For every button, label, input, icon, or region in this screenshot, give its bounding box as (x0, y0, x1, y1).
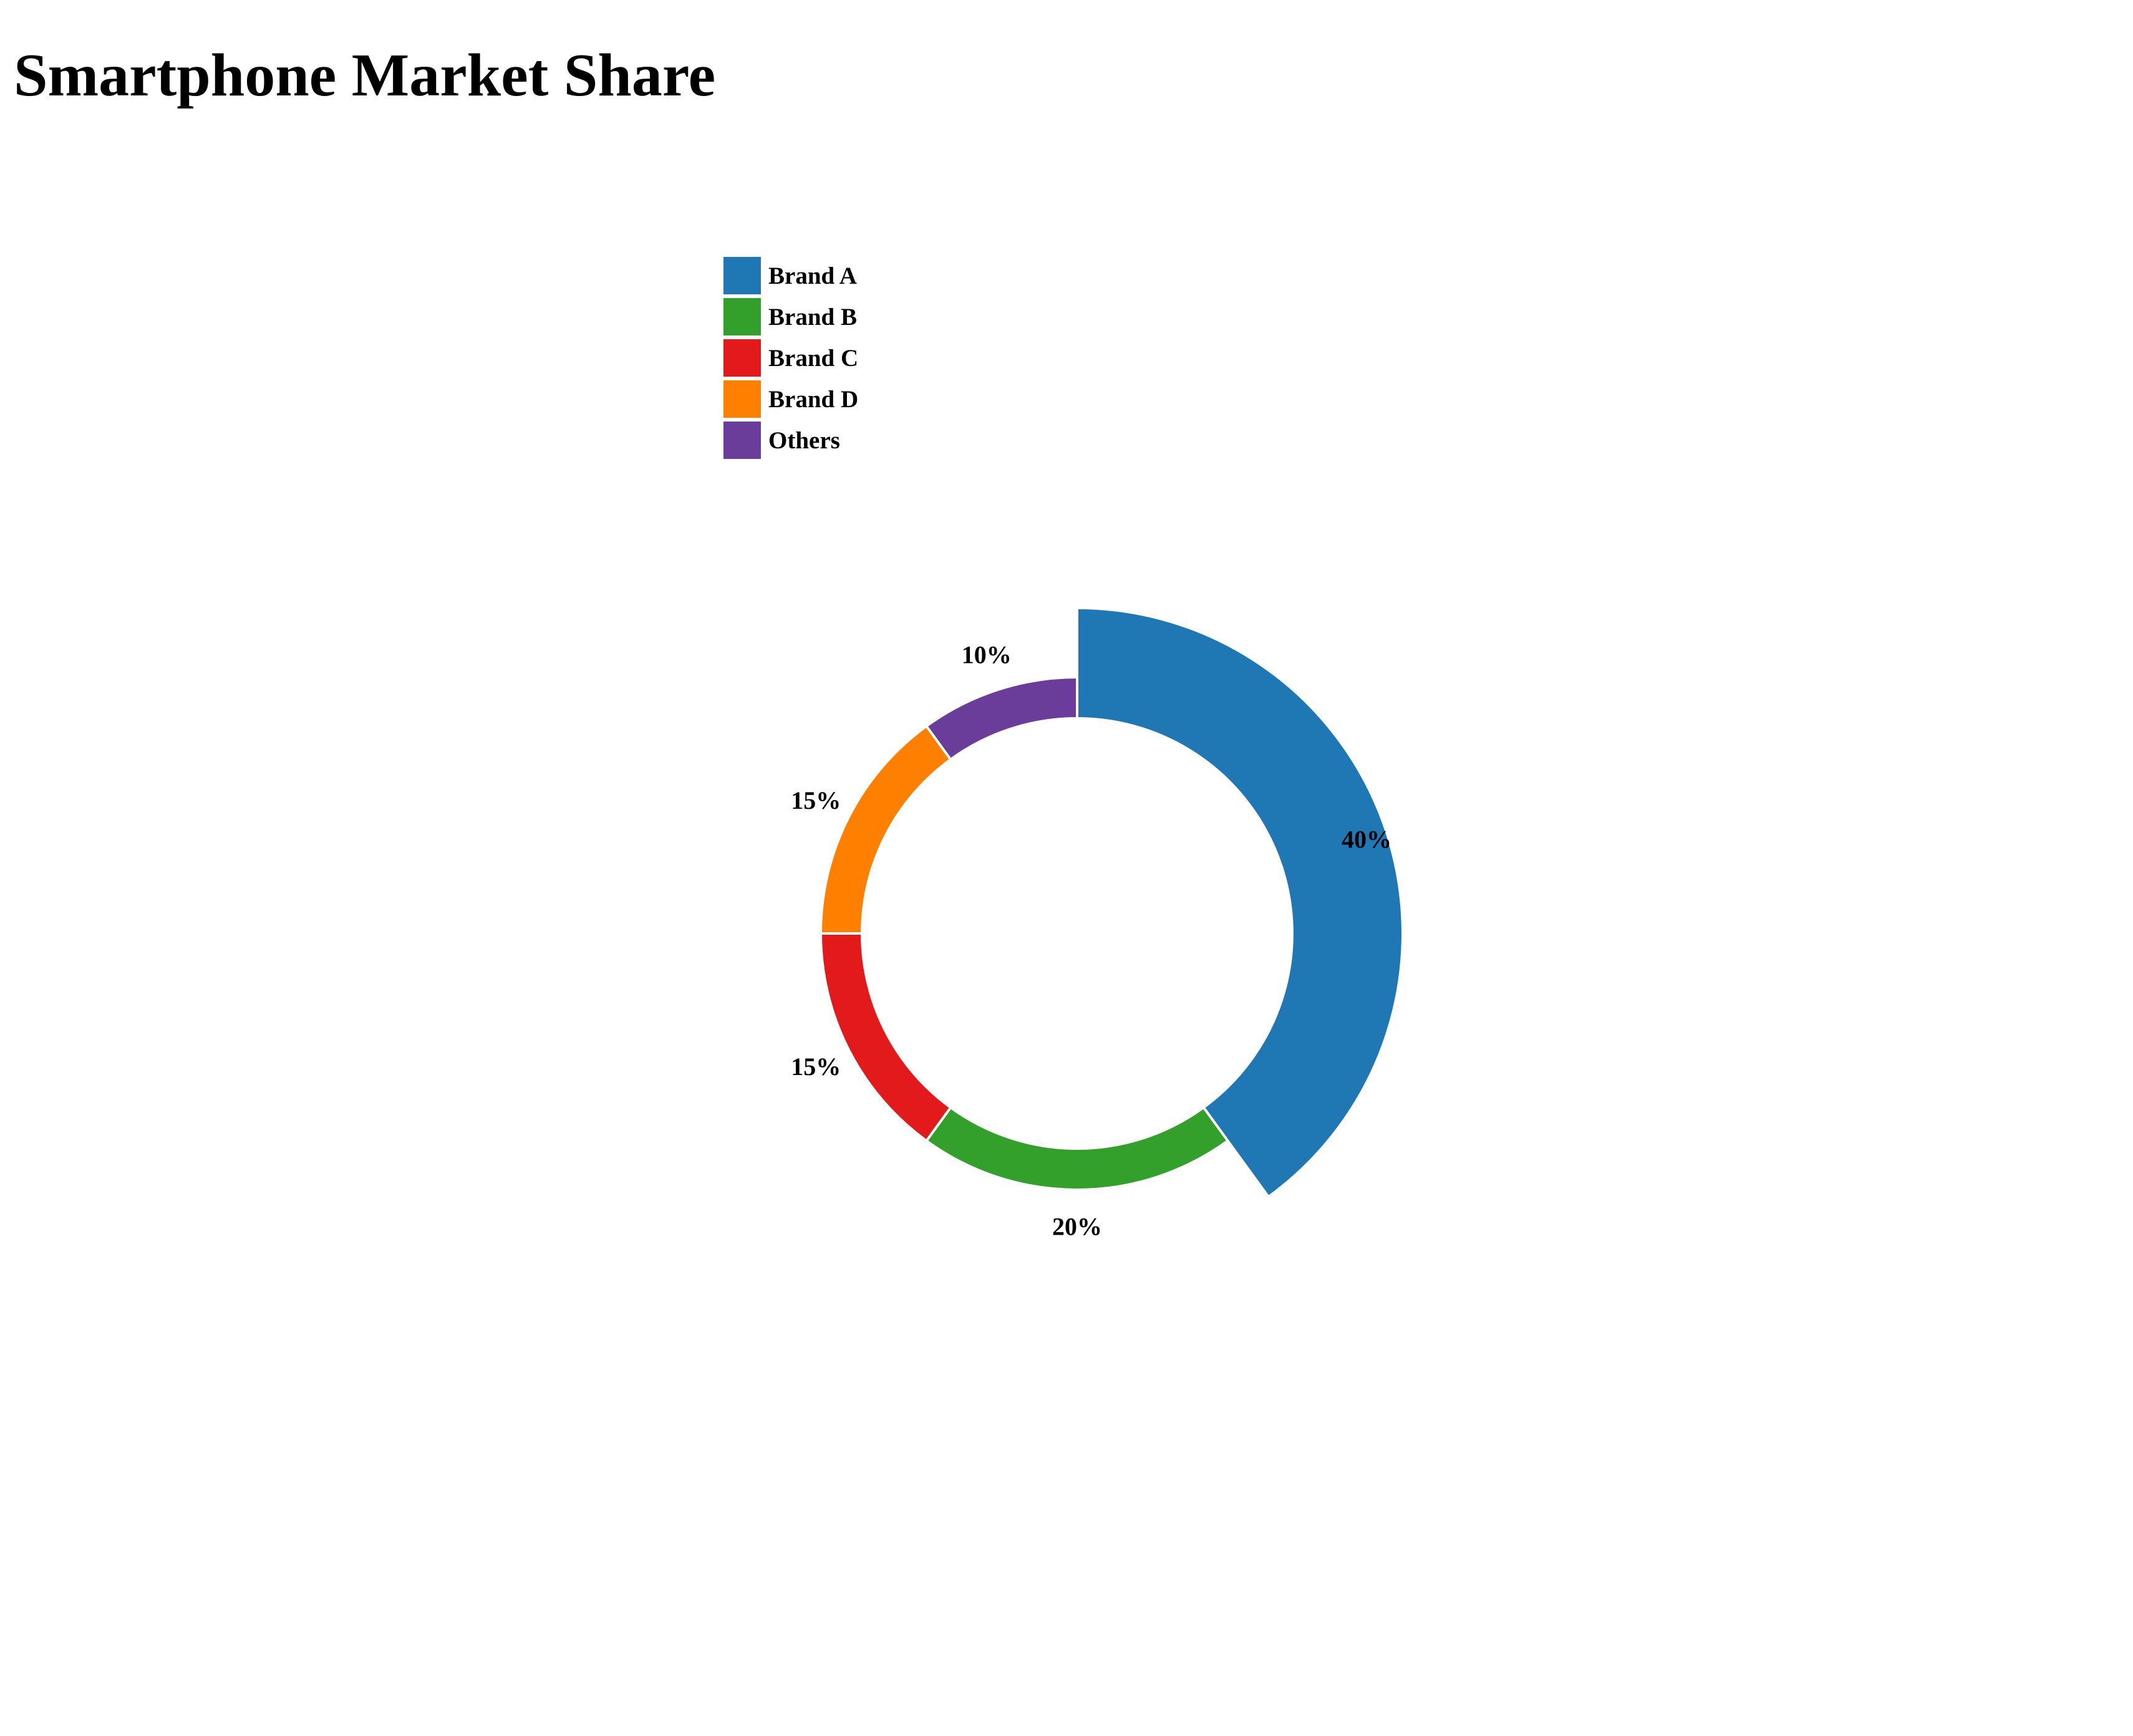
legend-label-brand-b: Brand B (768, 304, 857, 330)
slice-label-brand-c: 15% (791, 1053, 841, 1081)
slice-label-others: 10% (962, 641, 1012, 669)
slice-brand-a (1076, 606, 1404, 1199)
slice-label-brand-a: 40% (1342, 826, 1391, 854)
slice-labels-group: 40% 20% 15% 15% 10% (791, 641, 1391, 1241)
legend-item-brand-c: Brand C (723, 338, 911, 379)
slices-group (819, 606, 1404, 1199)
legend: Brand A Brand B Brand C Brand D Others (723, 256, 911, 461)
legend-swatch-brand-b (723, 298, 761, 335)
slice-others (924, 675, 1078, 761)
legend-item-brand-b: Brand B (723, 297, 911, 338)
legend-label-brand-d: Brand D (768, 386, 859, 413)
legend-item-others: Others (723, 420, 911, 461)
legend-label-brand-a: Brand A (768, 263, 857, 289)
slice-brand-d (819, 724, 953, 935)
slice-brand-b (924, 1106, 1230, 1191)
page-title: Smartphone Market Share (14, 42, 716, 109)
slice-brand-c (819, 932, 953, 1143)
legend-swatch-brand-d (723, 380, 761, 418)
slice-label-brand-d: 15% (791, 786, 841, 814)
legend-swatch-brand-a (723, 257, 761, 294)
slice-label-brand-b: 20% (1052, 1213, 1102, 1241)
legend-item-brand-d: Brand D (723, 379, 911, 420)
legend-swatch-brand-c (723, 339, 761, 377)
legend-item-brand-a: Brand A (723, 256, 911, 297)
legend-label-others: Others (768, 427, 840, 454)
legend-swatch-others (723, 422, 761, 459)
legend-label-brand-c: Brand C (768, 345, 859, 372)
